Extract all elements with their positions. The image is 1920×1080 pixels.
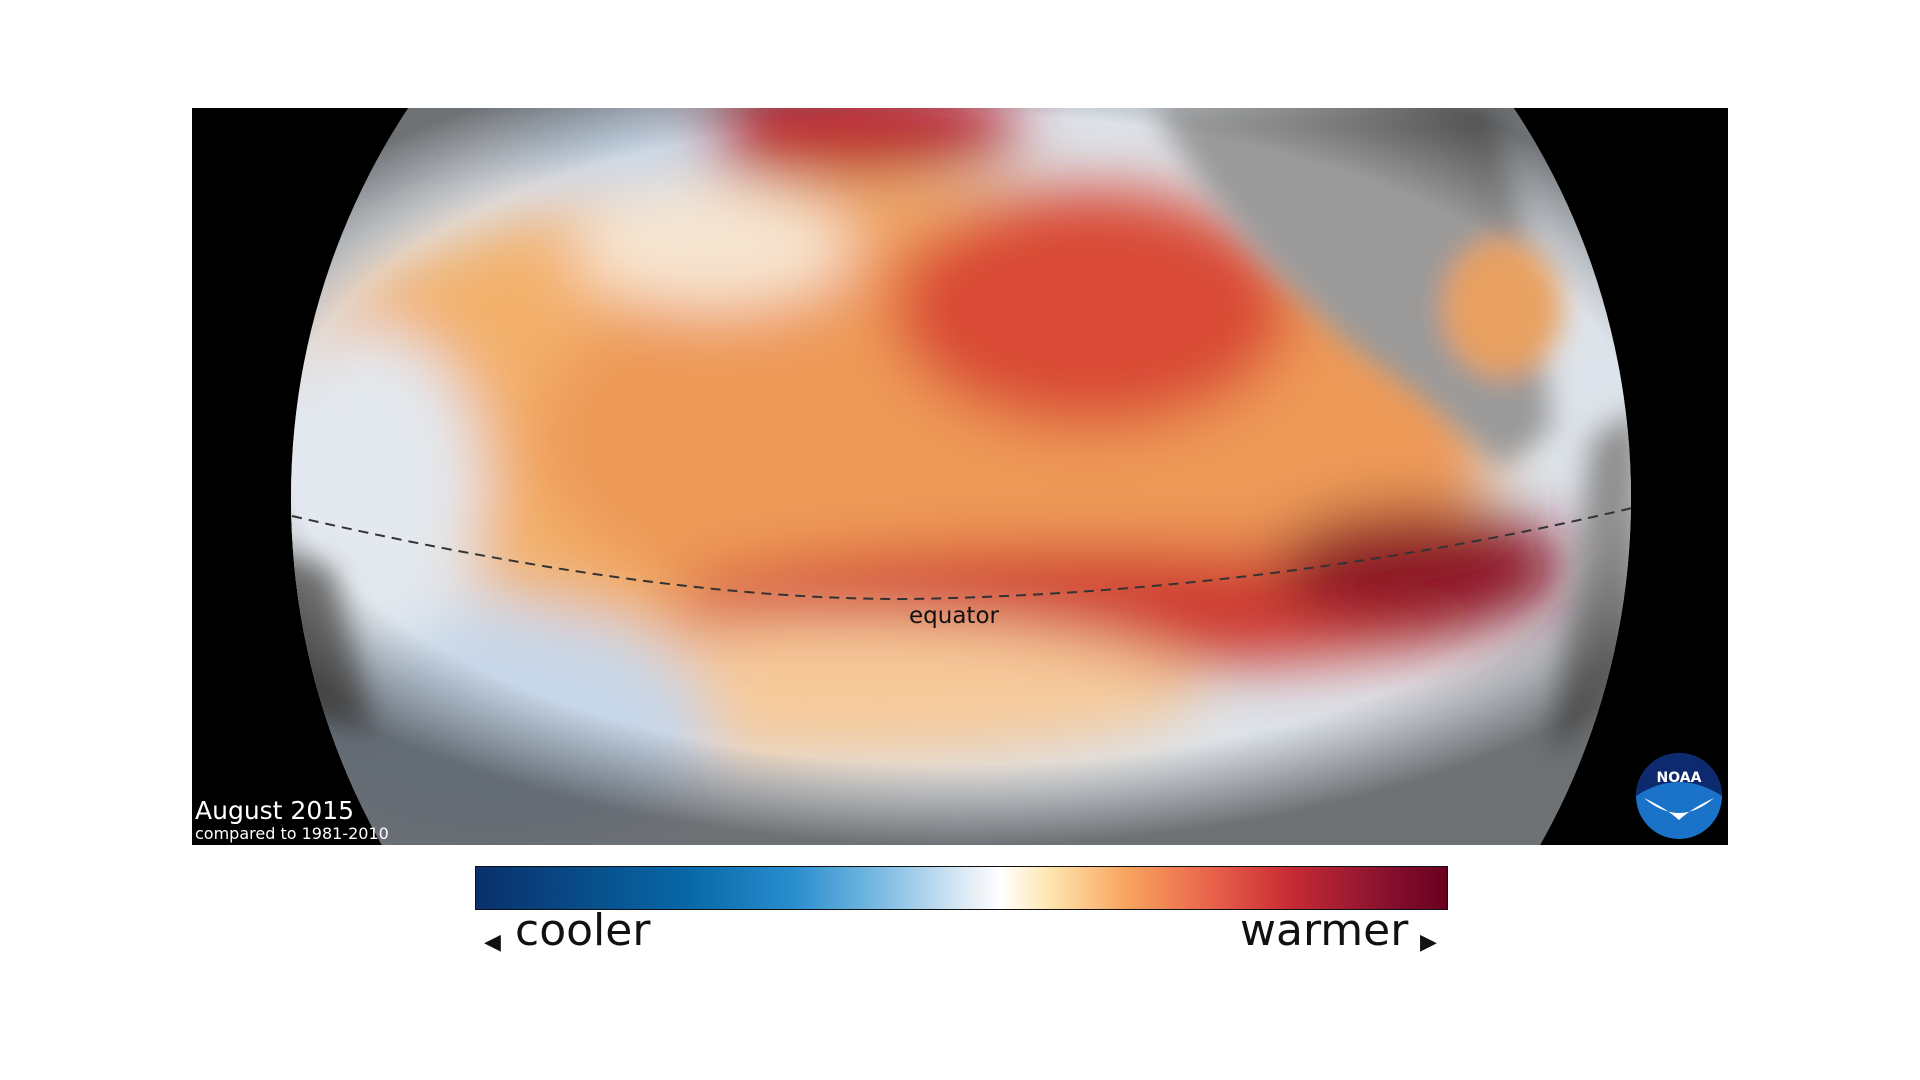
map-baseline-subtitle: compared to 1981-2010 — [195, 824, 389, 843]
temperature-anomaly-colorbar — [475, 866, 1448, 910]
noaa-logo: NOAA — [1636, 753, 1722, 839]
equator-label: equator — [909, 603, 1000, 629]
globe-graphic: equator NOAA — [291, 108, 1722, 845]
sea-surface-temperature-map: equator NOAA August 2015 compared to 198… — [192, 108, 1728, 845]
map-date-title: August 2015 — [195, 796, 355, 825]
cooler-label: cooler — [515, 905, 651, 956]
warmer-label: warmer — [1240, 905, 1409, 956]
right-arrow-icon: ▶ — [1420, 930, 1437, 955]
noaa-logo-text: NOAA — [1657, 770, 1702, 786]
equator-line — [291, 507, 1633, 600]
left-arrow-icon: ◀ — [484, 930, 501, 955]
